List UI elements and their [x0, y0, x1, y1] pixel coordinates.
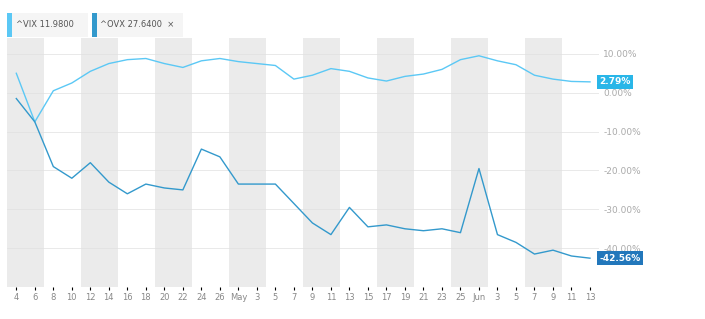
Bar	[525, 38, 563, 287]
Bar	[303, 38, 341, 287]
Bar	[7, 13, 12, 37]
Text: -42.56%: -42.56%	[599, 254, 641, 263]
Bar	[81, 38, 118, 287]
Bar	[377, 38, 415, 287]
FancyBboxPatch shape	[92, 13, 183, 37]
Text: ^OVX 27.6400  ×: ^OVX 27.6400 ×	[100, 20, 174, 29]
Text: ^VIX 11.9800: ^VIX 11.9800	[16, 20, 73, 29]
Bar	[92, 13, 97, 37]
Bar	[451, 38, 489, 287]
Bar	[155, 38, 192, 287]
Text: 2.79%: 2.79%	[599, 78, 631, 86]
Bar	[7, 38, 44, 287]
Bar	[229, 38, 266, 287]
FancyBboxPatch shape	[7, 13, 88, 37]
